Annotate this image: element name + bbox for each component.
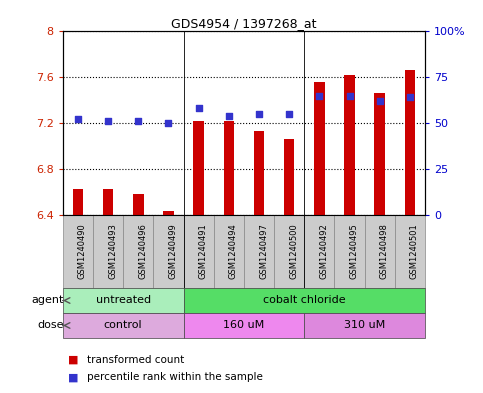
Point bbox=[195, 105, 202, 112]
Text: percentile rank within the sample: percentile rank within the sample bbox=[87, 372, 263, 382]
Bar bbox=[284, 139, 295, 215]
Bar bbox=[63, 313, 184, 338]
Text: 160 uM: 160 uM bbox=[223, 320, 265, 331]
Bar bbox=[254, 131, 264, 215]
Text: 310 uM: 310 uM bbox=[344, 320, 385, 331]
Point bbox=[225, 112, 233, 119]
Text: GSM1240495: GSM1240495 bbox=[350, 224, 358, 279]
Text: GSM1240494: GSM1240494 bbox=[229, 224, 238, 279]
Bar bbox=[314, 82, 325, 215]
Bar bbox=[63, 215, 93, 288]
Bar bbox=[154, 215, 184, 288]
Text: dose: dose bbox=[37, 320, 63, 331]
Bar bbox=[405, 70, 415, 215]
Bar bbox=[72, 189, 83, 215]
Bar bbox=[374, 93, 385, 215]
Bar bbox=[123, 215, 154, 288]
Bar bbox=[365, 215, 395, 288]
Text: ■: ■ bbox=[68, 372, 82, 382]
Bar bbox=[103, 189, 114, 215]
Bar bbox=[304, 313, 425, 338]
Point bbox=[406, 94, 414, 101]
Text: cobalt chloride: cobalt chloride bbox=[263, 296, 346, 305]
Bar bbox=[163, 211, 174, 215]
Bar bbox=[395, 215, 425, 288]
Bar bbox=[304, 215, 334, 288]
Bar bbox=[244, 215, 274, 288]
Text: GSM1240497: GSM1240497 bbox=[259, 223, 268, 279]
Text: control: control bbox=[104, 320, 142, 331]
Text: GSM1240491: GSM1240491 bbox=[199, 224, 208, 279]
Point bbox=[285, 111, 293, 117]
Text: untreated: untreated bbox=[96, 296, 151, 305]
Point bbox=[315, 92, 323, 99]
Point bbox=[255, 111, 263, 117]
Point bbox=[74, 116, 82, 123]
Bar bbox=[344, 75, 355, 215]
Bar bbox=[133, 194, 143, 215]
Bar bbox=[184, 215, 213, 288]
Text: GSM1240493: GSM1240493 bbox=[108, 223, 117, 279]
Point bbox=[134, 118, 142, 124]
Text: GSM1240490: GSM1240490 bbox=[78, 224, 87, 279]
Bar bbox=[224, 121, 234, 215]
Text: GSM1240492: GSM1240492 bbox=[319, 224, 328, 279]
Bar bbox=[93, 215, 123, 288]
Title: GDS4954 / 1397268_at: GDS4954 / 1397268_at bbox=[171, 17, 317, 30]
Text: GSM1240500: GSM1240500 bbox=[289, 224, 298, 279]
Bar bbox=[334, 215, 365, 288]
Text: GSM1240501: GSM1240501 bbox=[410, 224, 419, 279]
Bar bbox=[193, 121, 204, 215]
Text: GSM1240498: GSM1240498 bbox=[380, 223, 389, 279]
Text: ■: ■ bbox=[68, 354, 82, 365]
Bar bbox=[274, 215, 304, 288]
Bar bbox=[63, 288, 184, 313]
Bar bbox=[184, 313, 304, 338]
Text: transformed count: transformed count bbox=[87, 354, 184, 365]
Point bbox=[104, 118, 112, 124]
Point bbox=[346, 92, 354, 99]
Bar bbox=[213, 215, 244, 288]
Bar bbox=[184, 288, 425, 313]
Text: GSM1240496: GSM1240496 bbox=[138, 223, 147, 279]
Text: agent: agent bbox=[31, 296, 63, 305]
Text: GSM1240499: GSM1240499 bbox=[169, 224, 177, 279]
Point bbox=[165, 120, 172, 126]
Point bbox=[376, 98, 384, 104]
